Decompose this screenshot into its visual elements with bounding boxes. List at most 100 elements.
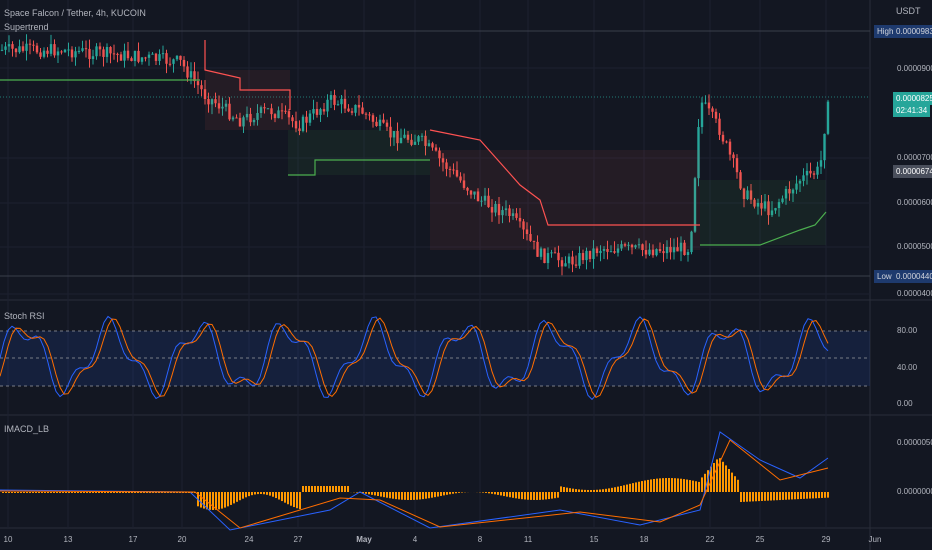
candle-body xyxy=(4,46,7,50)
macd-hist-bar xyxy=(305,486,307,492)
candle-body xyxy=(483,195,487,201)
macd-hist-bar xyxy=(215,492,217,510)
macd-hist-bar xyxy=(434,492,436,498)
macd-hist-bar xyxy=(743,492,745,502)
macd-hist-bar xyxy=(758,492,760,502)
candle-body xyxy=(417,136,420,142)
macd-hist-bar xyxy=(431,492,433,498)
candle-body xyxy=(312,108,315,114)
macd-hist-bar xyxy=(575,489,577,492)
macd-hist-bar xyxy=(278,492,280,500)
candle-body xyxy=(459,176,462,181)
macd-hist-bar xyxy=(311,486,313,492)
macd-hist-bar xyxy=(536,492,538,500)
candle-body xyxy=(32,44,35,46)
supertrend-label[interactable]: Supertrend xyxy=(4,22,49,32)
macd-hist-bar xyxy=(605,488,607,492)
candle-body xyxy=(399,137,403,144)
candle-body xyxy=(441,158,445,163)
candle-body xyxy=(280,110,284,112)
imacd-label[interactable]: IMACD_LB xyxy=(4,424,50,434)
macd-hist-bar xyxy=(236,492,238,502)
candle-body xyxy=(697,127,700,179)
macd-hist-bar xyxy=(584,489,586,492)
candle-body xyxy=(599,250,602,254)
macd-hist-bar xyxy=(500,492,502,496)
candle-body xyxy=(627,244,630,246)
macd-hist-bar xyxy=(704,473,706,492)
candle-body xyxy=(193,71,196,82)
candle-body xyxy=(35,45,39,53)
macd-hist-bar xyxy=(251,492,253,496)
macd-hist-bar xyxy=(560,486,562,492)
macd-hist-bar xyxy=(449,492,451,495)
macd-hist-bar xyxy=(344,486,346,492)
macd-hist-bar xyxy=(428,492,430,499)
macd-hist-bar xyxy=(83,492,85,493)
macd-hist-bar xyxy=(125,492,127,493)
macd-hist-bar xyxy=(692,480,694,492)
candle-body xyxy=(756,202,760,207)
candle-body xyxy=(683,242,686,255)
macd-hist-bar xyxy=(818,492,820,499)
candle-body xyxy=(823,133,826,161)
candle-body xyxy=(623,244,627,246)
macd-hist-bar xyxy=(185,492,187,493)
candle-body xyxy=(466,187,469,191)
candle-body xyxy=(147,54,151,58)
macd-hist-bar xyxy=(269,492,271,496)
price-tick: 0.00005000 xyxy=(897,242,932,251)
candle-body xyxy=(340,98,343,105)
macd-hist-bar xyxy=(227,492,229,507)
candle-body xyxy=(585,250,588,261)
candle-body xyxy=(112,53,116,55)
candle-body xyxy=(242,117,245,127)
candle-body xyxy=(161,53,165,55)
macd-hist-bar xyxy=(203,492,205,509)
macd-hist-bar xyxy=(806,492,808,499)
candle-body xyxy=(354,104,357,113)
macd-hist-bar xyxy=(173,492,175,493)
candle-body xyxy=(301,116,305,131)
macd-hist-bar xyxy=(800,492,802,499)
macd-hist-bar xyxy=(47,492,49,493)
candle-body xyxy=(284,110,287,112)
currency-label[interactable]: USDT xyxy=(896,6,921,16)
candle-body xyxy=(259,107,263,114)
macd-hist-bar xyxy=(650,479,652,492)
time-tick: 18 xyxy=(639,535,649,544)
macd-hist-bar xyxy=(296,492,298,509)
macd-hist-bar xyxy=(362,492,364,494)
candle-body xyxy=(42,50,46,57)
macd-hist-bar xyxy=(461,492,463,493)
macd-hist-bar xyxy=(257,492,259,495)
candle-body xyxy=(291,117,294,122)
macd-hist-bar xyxy=(713,463,715,492)
macd-hist-bar xyxy=(23,492,25,493)
high-label: High xyxy=(874,25,897,38)
stoch-rsi-label[interactable]: Stoch RSI xyxy=(4,311,45,321)
candle-body xyxy=(396,131,399,144)
candle-body xyxy=(802,175,805,181)
candle-body xyxy=(560,260,564,267)
macd-hist-bar xyxy=(632,483,634,492)
macd-hist-bar xyxy=(551,492,553,499)
candle-body xyxy=(11,44,14,49)
candle-body xyxy=(805,170,809,176)
candle-body xyxy=(277,110,280,119)
candle-body xyxy=(238,117,242,127)
candle-body xyxy=(39,52,42,57)
macd-hist-bar xyxy=(299,492,301,510)
macd-hist-bar xyxy=(329,486,331,492)
macd-hist-bar xyxy=(443,492,445,496)
macd-hist-bar xyxy=(635,482,637,492)
candle-body xyxy=(245,113,249,118)
candle-body xyxy=(553,252,557,254)
candle-body xyxy=(522,221,525,230)
macd-hist-bar xyxy=(719,458,721,492)
candle-body xyxy=(60,51,63,53)
macd-hist-bar xyxy=(50,492,52,493)
macd-line xyxy=(0,431,829,531)
macd-hist-bar xyxy=(698,481,700,492)
